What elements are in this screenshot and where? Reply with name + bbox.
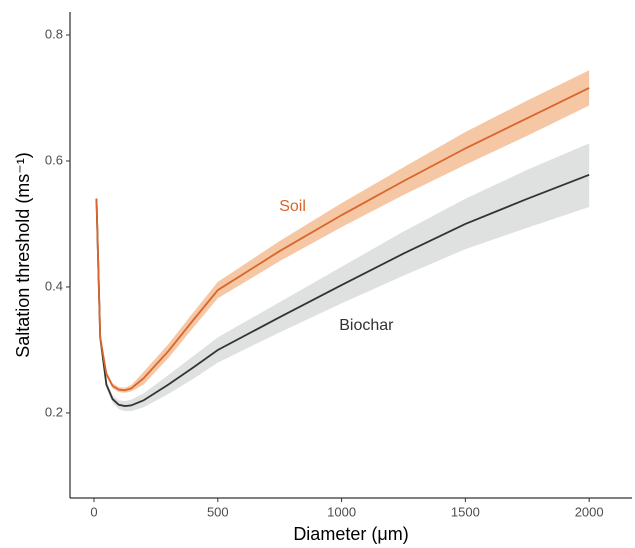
series-label: Biochar: [339, 317, 394, 334]
y-tick-label: 0.4: [45, 278, 63, 293]
line: [95, 87, 590, 392]
y-tick-label: 0.8: [45, 26, 63, 41]
y-tick-label: 0.2: [45, 404, 63, 419]
x-tick-label: 0: [90, 504, 97, 519]
x-tick-label: 2000: [575, 504, 604, 519]
x-axis-title: Diameter (μm): [293, 524, 408, 544]
x-tick-label: 500: [207, 504, 229, 519]
line: [95, 174, 590, 407]
x-tick-label: 1500: [451, 504, 480, 519]
y-tick-label: 0.6: [45, 152, 63, 167]
y-axis-title: Saltation threshold (ms⁻¹): [13, 152, 33, 358]
confidence-band: [96, 143, 590, 412]
x-tick-label: 1000: [327, 504, 356, 519]
series-label: Soil: [279, 198, 306, 215]
confidence-band: [96, 70, 590, 393]
